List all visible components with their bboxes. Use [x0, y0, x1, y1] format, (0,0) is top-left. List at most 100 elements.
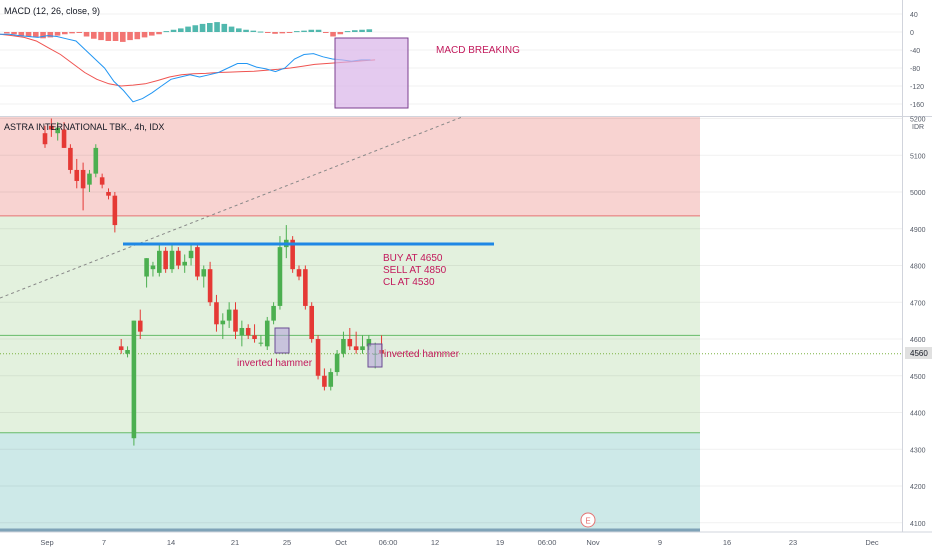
candle: [49, 118, 54, 137]
candle-body: [188, 250, 194, 259]
price-tick: 5200: [910, 117, 926, 124]
macd-histogram-bar: [76, 32, 83, 33]
candle: [201, 265, 207, 288]
main-symbol-label: ASTRA INTERNATIONAL TBK., 4h, IDX: [4, 122, 164, 132]
candles: [42, 118, 384, 446]
macd-line: [0, 33, 371, 103]
macd-histogram-bar: [221, 23, 228, 32]
time-tick: 19: [496, 538, 504, 547]
macd-histogram-bar: [243, 29, 249, 32]
candle-body: [347, 339, 353, 347]
time-tick: 14: [167, 538, 175, 547]
candle-body: [233, 309, 238, 332]
trade-note-sell: SELL AT 4850: [383, 265, 447, 276]
candle-body: [125, 350, 130, 354]
price-grid: [0, 118, 902, 524]
candle-body: [258, 342, 264, 344]
time-tick: 21: [231, 538, 239, 547]
macd-pane: MACD (12, 26, close, 9) MACD BREAKING 40…: [0, 6, 924, 109]
candle-body: [49, 125, 54, 130]
candle: [93, 144, 99, 178]
candle: [80, 162, 86, 211]
time-tick: 16: [723, 538, 731, 547]
earnings-event-icon[interactable]: [580, 512, 596, 528]
time-tick: Nov: [586, 538, 600, 547]
candle-body: [271, 305, 276, 321]
candle: [239, 320, 245, 347]
macd-grid: [0, 13, 902, 105]
candle: [277, 236, 283, 310]
candle: [214, 294, 219, 332]
candle-body: [61, 129, 67, 148]
candle-body: [131, 320, 137, 439]
macd-histogram-bar: [149, 32, 155, 36]
macd-histogram-bar: [344, 31, 351, 33]
candle: [195, 243, 200, 281]
price-axis[interactable]: 5200 5100 5000 4900 4800 4700 4600 4500 4400 4300…: [910, 117, 926, 528]
candle: [137, 309, 143, 339]
trend-line[interactable]: [0, 116, 463, 299]
macd-histogram-bar: [105, 32, 112, 41]
macd-tick: -160: [910, 102, 924, 109]
macd-histogram-bar: [352, 30, 358, 32]
candle: [163, 247, 168, 273]
candle-body: [214, 302, 219, 325]
candle-body: [315, 339, 321, 376]
candle: [309, 302, 314, 343]
macd-histogram-bar: [228, 26, 235, 32]
macd-histogram-bar: [315, 29, 322, 32]
candle-body: [309, 305, 314, 339]
candle-body: [42, 133, 48, 145]
macd-histogram-bar: [359, 29, 365, 32]
macd-histogram-bar: [54, 32, 61, 36]
candle-body: [341, 339, 346, 354]
macd-histogram-bar: [120, 32, 126, 42]
candle: [169, 243, 175, 273]
pattern-box-2: [367, 343, 383, 368]
time-tick: 25: [283, 538, 291, 547]
candle: [226, 302, 232, 328]
macd-histogram-bar: [214, 22, 220, 32]
macd-histogram-bar: [163, 31, 170, 33]
candle: [182, 254, 187, 273]
candle-body: [150, 265, 156, 270]
price-tick: 4100: [910, 521, 926, 528]
macd-histogram-bar: [294, 31, 300, 33]
macd-histogram-bar: [11, 32, 17, 35]
candle: [347, 327, 353, 351]
macd-histogram-bar: [257, 31, 264, 33]
macd-histogram-bar: [127, 32, 133, 41]
candle-body: [93, 147, 99, 174]
candle-body: [296, 269, 302, 277]
candle-body: [169, 250, 175, 270]
macd-histogram-bar: [308, 29, 315, 32]
candle-body: [74, 169, 80, 181]
macd-histogram-bar: [141, 32, 148, 38]
candle: [125, 346, 130, 358]
candle: [106, 188, 111, 200]
price-tick: 4500: [910, 374, 926, 381]
pattern-box-1: [274, 327, 290, 354]
last-price-text: 4560: [910, 349, 928, 358]
macd-histogram-bar: [156, 32, 162, 35]
time-axis[interactable]: Sep 7 14 21 25 Oct 06:00 12 19 06:00 Nov 9 16 23 Dec: [40, 538, 879, 547]
earnings-event-label: E: [585, 517, 590, 526]
macd-histogram-bar: [279, 32, 286, 34]
time-tick: Sep: [40, 538, 53, 547]
macd-histogram-bar: [134, 32, 141, 40]
candle: [341, 331, 346, 358]
macd-price-axis: 40 0 -40 -80 -120 -160: [910, 12, 924, 109]
candle-body: [328, 372, 334, 387]
price-tick: 4800: [910, 264, 926, 271]
candle-body: [68, 147, 73, 170]
candle-body: [220, 320, 226, 325]
macd-tick: 40: [910, 12, 918, 19]
candle: [360, 335, 365, 354]
candle-body: [106, 192, 111, 196]
price-tick: 4200: [910, 484, 926, 491]
candle: [328, 368, 334, 391]
candle-body: [207, 269, 213, 303]
support-zone: [0, 432, 700, 529]
